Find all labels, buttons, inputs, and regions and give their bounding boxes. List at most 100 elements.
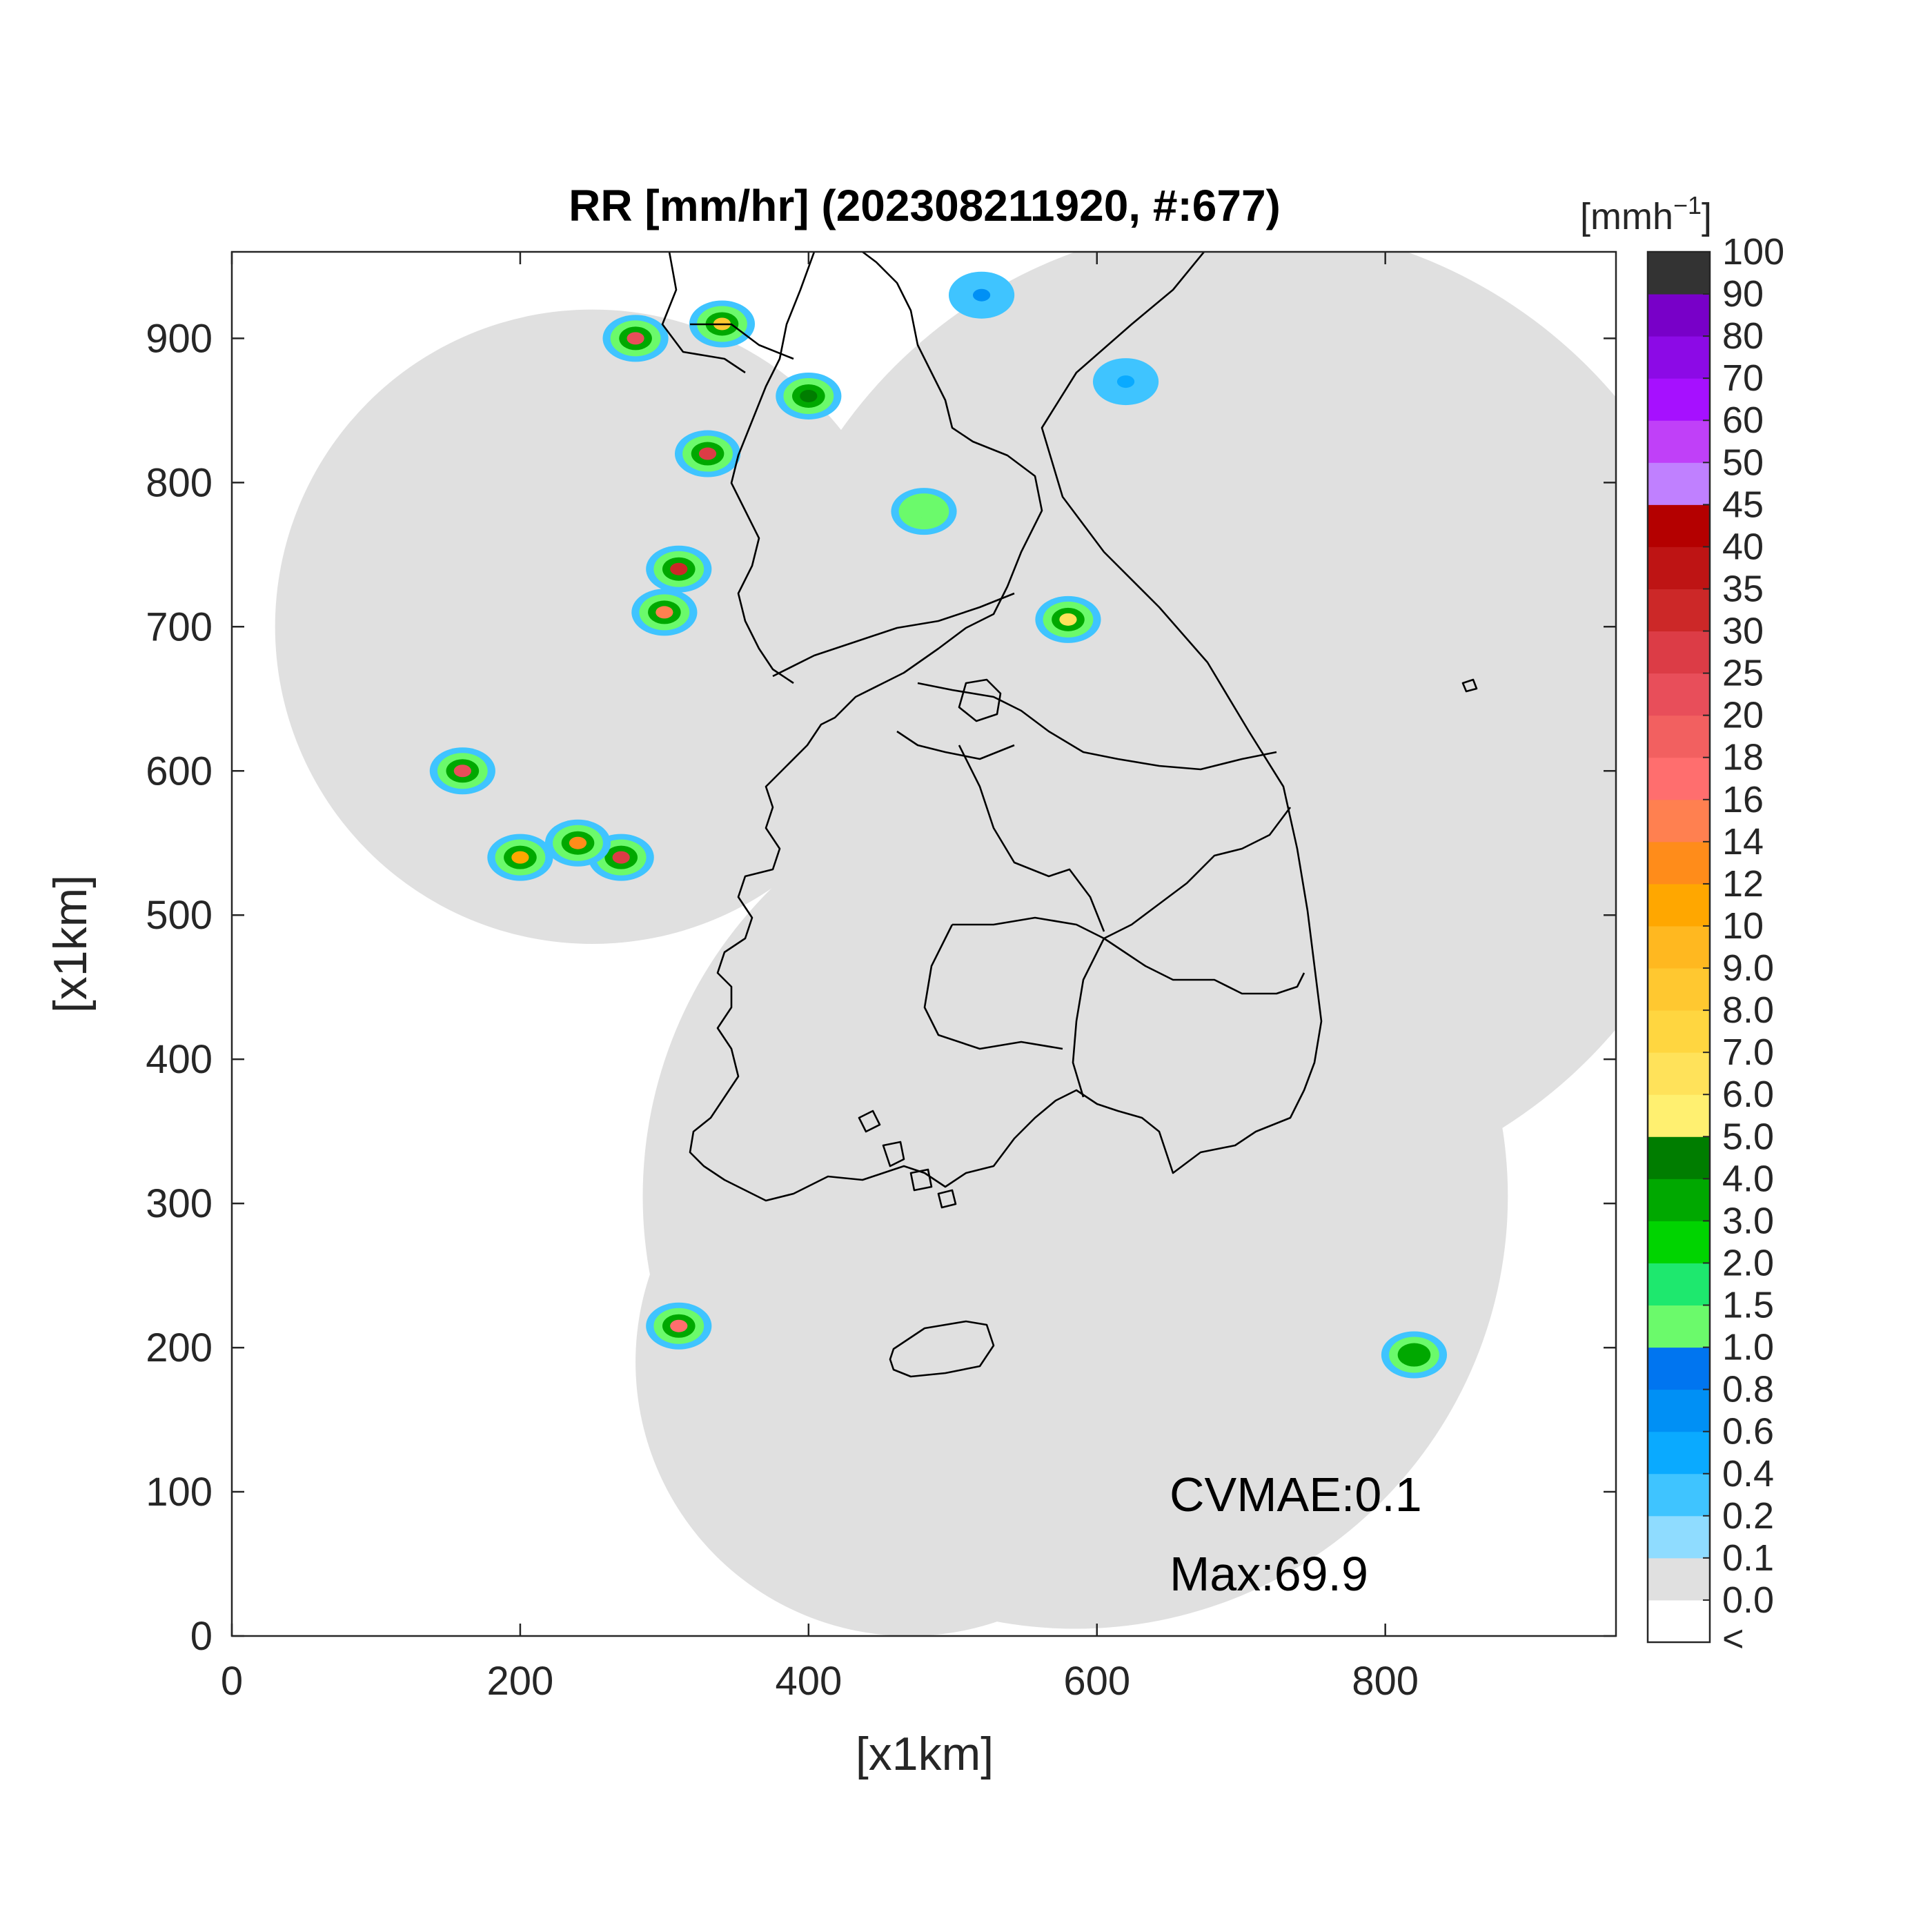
y-tick-label: 600 bbox=[146, 749, 213, 793]
colorbar-tick-label: 0.4 bbox=[1722, 1453, 1774, 1495]
colorbar-segment bbox=[1648, 1221, 1710, 1263]
colorbar-segment bbox=[1648, 378, 1710, 421]
colorbar-tick-label: 40 bbox=[1722, 526, 1764, 567]
rain-cell bbox=[670, 1319, 688, 1332]
x-tick-label: 0 bbox=[221, 1659, 243, 1704]
colorbar-segment bbox=[1648, 420, 1710, 463]
y-tick-label: 800 bbox=[146, 460, 213, 505]
colorbar-segment bbox=[1648, 546, 1710, 589]
rain-cells bbox=[429, 271, 1448, 1379]
colorbar-segment bbox=[1648, 1473, 1710, 1517]
colorbar-segment bbox=[1648, 1347, 1710, 1390]
rain-cell bbox=[453, 765, 471, 778]
colorbar-segment bbox=[1648, 631, 1710, 674]
colorbar-tick-label: 80 bbox=[1722, 315, 1764, 357]
x-tick-label: 400 bbox=[775, 1659, 842, 1704]
radar-coverage-disc bbox=[751, 252, 1616, 1203]
colorbar-tick-label: 2.0 bbox=[1722, 1242, 1774, 1283]
radar-coverage-area bbox=[275, 252, 1616, 1636]
colorbar-segment bbox=[1648, 799, 1710, 842]
y-tick-label: 900 bbox=[146, 316, 213, 361]
rain-cell bbox=[569, 836, 587, 849]
colorbar-tick-label: 0.6 bbox=[1722, 1411, 1774, 1452]
colorbar-tick-label: 8.0 bbox=[1722, 989, 1774, 1031]
rain-cell bbox=[511, 851, 529, 864]
y-tick-label: 300 bbox=[146, 1181, 213, 1226]
x-tick-label: 600 bbox=[1063, 1659, 1130, 1704]
colorbar-segment bbox=[1648, 925, 1710, 969]
colorbar-tick-label: 7.0 bbox=[1722, 1032, 1774, 1073]
rain-cell bbox=[1059, 613, 1077, 626]
y-tick-label: 500 bbox=[146, 893, 213, 938]
colorbar: <0.00.10.20.40.60.81.01.52.03.04.05.06.0… bbox=[1646, 231, 1784, 1659]
colorbar-tick-label: 70 bbox=[1722, 357, 1764, 399]
colorbar-tick-label: 0.0 bbox=[1722, 1579, 1774, 1621]
colorbar-tick-label: 1.0 bbox=[1722, 1327, 1774, 1368]
colorbar-tick-label: 16 bbox=[1722, 779, 1764, 820]
x-tick-label: 800 bbox=[1352, 1659, 1419, 1704]
colorbar-segment bbox=[1648, 757, 1710, 800]
colorbar-segment bbox=[1648, 252, 1710, 295]
colorbar-tick-label: 18 bbox=[1722, 737, 1764, 778]
colorbar-tick-label: 6.0 bbox=[1722, 1074, 1774, 1115]
y-tick-label: 0 bbox=[190, 1614, 213, 1659]
rain-cell bbox=[1116, 375, 1135, 388]
colorbar-segment bbox=[1648, 715, 1710, 758]
x-axis-label: [x1km] bbox=[856, 1728, 994, 1780]
colorbar-tick-label: 0.1 bbox=[1722, 1537, 1774, 1579]
colorbar-segment bbox=[1648, 883, 1710, 927]
colorbar-segment bbox=[1648, 1052, 1710, 1095]
colorbar-tick-label: 20 bbox=[1722, 695, 1764, 736]
rain-cell bbox=[800, 389, 818, 402]
colorbar-tick-label: 35 bbox=[1722, 568, 1764, 609]
x-axis: 0 200 400 600 800 bbox=[221, 252, 1419, 1704]
colorbar-segment bbox=[1648, 1557, 1710, 1601]
y-tick-label: 400 bbox=[146, 1037, 213, 1082]
colorbar-tick-label: 30 bbox=[1722, 611, 1764, 652]
colorbar-tick-label: 14 bbox=[1722, 821, 1764, 862]
colorbar-tick-label: 9.0 bbox=[1722, 947, 1774, 989]
colorbar-unit-exponent: −1 bbox=[1673, 191, 1702, 219]
colorbar-segment bbox=[1648, 1179, 1710, 1221]
colorbar-tick-label: < bbox=[1722, 1618, 1744, 1659]
y-tick-label: 700 bbox=[146, 604, 213, 649]
colorbar-tick-label: 3.0 bbox=[1722, 1200, 1774, 1241]
colorbar-segment bbox=[1648, 1515, 1710, 1559]
colorbar-tick-label: 0.2 bbox=[1722, 1495, 1774, 1537]
colorbar-tick-label: 5.0 bbox=[1722, 1116, 1774, 1157]
colorbar-tick-label: 10 bbox=[1722, 905, 1764, 947]
colorbar-tick-label: 1.5 bbox=[1722, 1285, 1774, 1326]
colorbar-tick-label: 100 bbox=[1722, 231, 1784, 273]
x-tick-label: 200 bbox=[487, 1659, 554, 1704]
rain-cell bbox=[1405, 1348, 1423, 1361]
colorbar-unit-suffix: ] bbox=[1702, 196, 1712, 237]
colorbar-tick-label: 4.0 bbox=[1722, 1158, 1774, 1199]
colorbar-unit-label: [mmh−1] bbox=[1580, 191, 1712, 237]
colorbar-segment bbox=[1648, 1389, 1710, 1432]
colorbar-segment bbox=[1648, 1431, 1710, 1475]
colorbar-segment bbox=[1648, 589, 1710, 632]
rain-cell bbox=[972, 288, 991, 302]
colorbar-segment bbox=[1648, 1094, 1710, 1137]
rain-cell bbox=[915, 505, 933, 518]
colorbar-tick-label: 45 bbox=[1722, 484, 1764, 525]
colorbar-segment bbox=[1648, 1136, 1710, 1179]
chart-title: RR [mm/hr] (202308211920, #:677) bbox=[569, 181, 1281, 230]
colorbar-segment bbox=[1648, 504, 1710, 547]
y-axis-label: [x1km] bbox=[44, 875, 97, 1013]
rain-cell bbox=[612, 851, 630, 864]
colorbar-tick-label: 12 bbox=[1722, 863, 1764, 905]
coastline-boundaries bbox=[661, 252, 1478, 1378]
max-annotation: Max:69.9 bbox=[1170, 1547, 1368, 1601]
y-tick-label: 200 bbox=[146, 1325, 213, 1370]
rain-cell bbox=[698, 447, 717, 460]
colorbar-unit-prefix: [mmh bbox=[1580, 196, 1673, 237]
colorbar-tick-label: 25 bbox=[1722, 653, 1764, 694]
colorbar-segment bbox=[1648, 336, 1710, 379]
colorbar-segment bbox=[1648, 968, 1710, 1011]
y-tick-label: 100 bbox=[146, 1470, 213, 1515]
colorbar-segment bbox=[1648, 462, 1710, 505]
radar-coverage-disc bbox=[275, 309, 910, 944]
radar-coverage-disc bbox=[635, 1087, 1184, 1636]
